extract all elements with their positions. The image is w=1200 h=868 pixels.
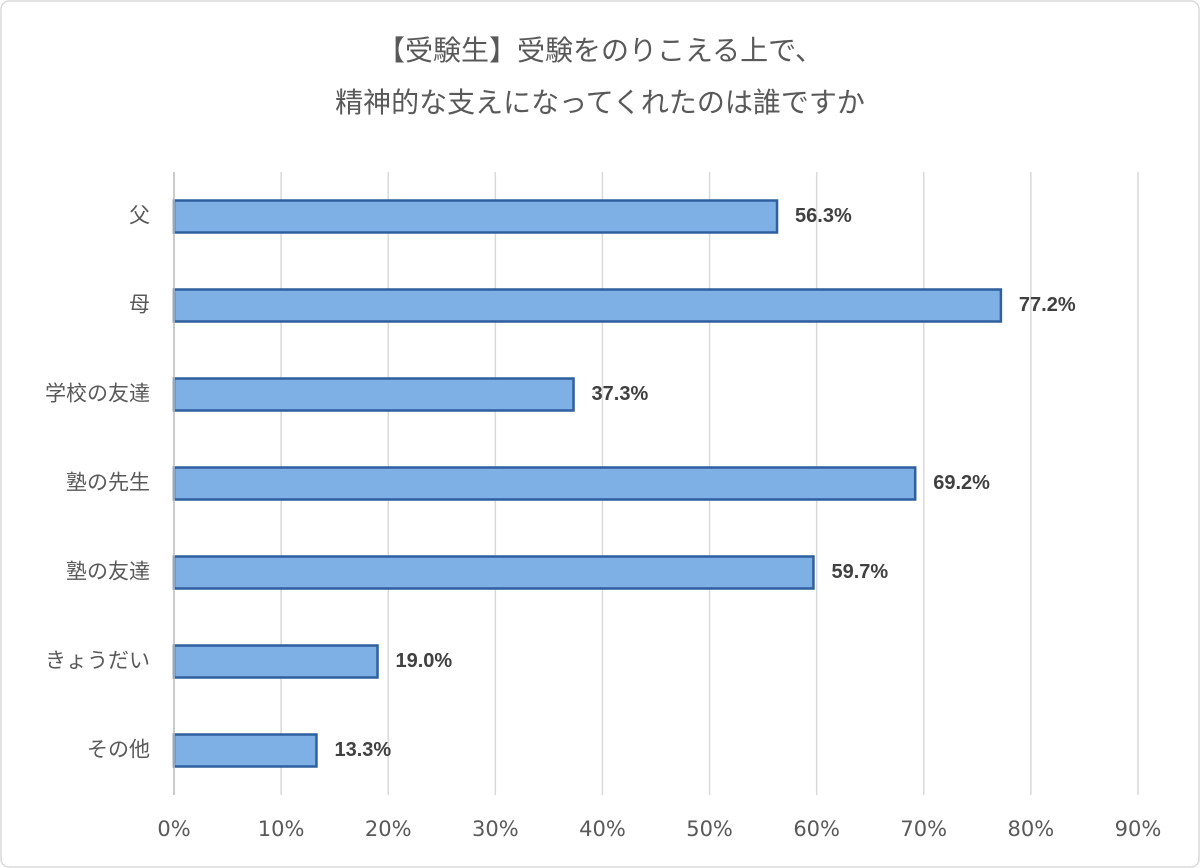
bar	[172, 733, 318, 768]
x-tick-label: 50%	[686, 817, 733, 841]
x-tick-label: 60%	[793, 817, 840, 841]
x-tick-label: 80%	[1008, 817, 1055, 841]
x-tick-label: 30%	[472, 817, 519, 841]
x-tick-label: 70%	[900, 817, 947, 841]
x-tick-label: 20%	[365, 817, 412, 841]
bar	[172, 377, 575, 412]
x-tick-label: 90%	[1115, 817, 1162, 841]
bar	[172, 555, 815, 590]
y-tick-label: 母	[129, 293, 150, 317]
y-tick-label: 塾の先生	[66, 471, 150, 495]
chart-title: 精神的な支えになってくれたのは誰ですか	[335, 86, 865, 119]
y-tick-label: 学校の友達	[45, 382, 150, 406]
bar	[172, 199, 779, 234]
value-label: 19.0%	[396, 650, 453, 672]
value-label: 37.3%	[592, 383, 649, 405]
y-tick-label: 塾の友達	[66, 560, 150, 584]
bar	[172, 466, 917, 501]
bar	[172, 288, 1003, 323]
chart-title: 【受験生】受験をのりこえる上で、	[377, 34, 823, 67]
value-label: 56.3%	[795, 205, 852, 227]
value-label: 59.7%	[831, 561, 888, 583]
bar	[172, 644, 379, 679]
value-label: 13.3%	[334, 739, 391, 761]
y-tick-label: きょうだい	[45, 649, 150, 673]
x-tick-label: 10%	[258, 817, 305, 841]
value-label: 69.2%	[933, 472, 990, 494]
y-tick-label: 父	[129, 204, 150, 228]
x-tick-label: 0%	[157, 817, 190, 841]
value-label: 77.2%	[1019, 294, 1076, 316]
x-tick-label: 40%	[579, 817, 626, 841]
y-tick-label: その他	[87, 738, 150, 762]
